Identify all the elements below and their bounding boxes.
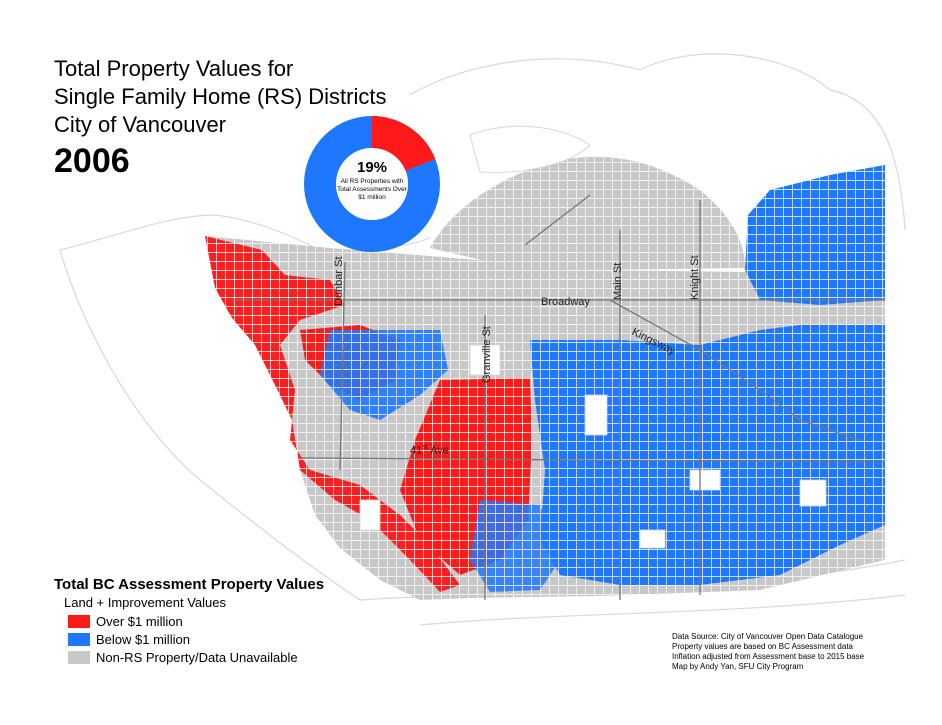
- road-label-41st-ave: 41st Ave: [410, 444, 449, 457]
- road-label-broadway: Broadway: [541, 296, 590, 308]
- road-label-dunbar: Dunbar St: [333, 256, 345, 306]
- map-title-line-2: Single Family Home (RS) Districts: [54, 84, 387, 109]
- legend-swatch-nonrs: [68, 650, 90, 664]
- map-year: 2006: [54, 142, 130, 180]
- legend-swatch-over: [68, 614, 90, 628]
- ave41-superscript: st: [422, 444, 428, 451]
- road-label-granville: Granville St: [481, 326, 493, 383]
- legend-item-below: Below $1 million: [68, 630, 324, 648]
- ave41-number: 41: [410, 444, 423, 457]
- map-legend: Total BC Assessment Property Values Land…: [54, 576, 324, 666]
- map-title-line-3: City of Vancouver: [54, 112, 227, 137]
- legend-label-over: Over $1 million: [96, 613, 183, 629]
- donut-hole: [336, 148, 408, 220]
- below-1m-northeast: [745, 165, 885, 305]
- donut-percent: 19%: [356, 159, 388, 176]
- legend-label-below: Below $1 million: [96, 631, 190, 647]
- downtown-area: [430, 156, 745, 270]
- legend-subtitle: Land + Improvement Values: [64, 595, 226, 610]
- legend-label-nonrs: Non-RS Property/Data Unavailable: [96, 649, 298, 665]
- over-1m-west: [205, 236, 460, 592]
- legend-swatch-below: [68, 632, 90, 646]
- park-area: [469, 125, 591, 173]
- source-line-3: Inflation adjusted from Assessment base …: [672, 652, 865, 661]
- road-label-knight: Knight St: [689, 255, 701, 300]
- legend-item-nonrs: Non-RS Property/Data Unavailable: [68, 648, 324, 666]
- park-patches: [359, 344, 827, 549]
- source-line-2: Property values are based on BC Assessme…: [672, 642, 853, 651]
- ave41-suffix: Ave: [427, 444, 449, 457]
- donut-chart: [304, 116, 440, 252]
- source-line-4: Map by Andy Yan, SFU City Program: [672, 662, 804, 671]
- donut-over-arc: [304, 116, 440, 252]
- below-1m-east: [530, 325, 885, 585]
- map-title-line-1: Total Property Values for: [54, 56, 294, 81]
- donut-label: 19% All RS Properties with Total Assessm…: [334, 160, 410, 202]
- data-source-note: Data Source: City of Vancouver Open Data…: [672, 632, 864, 672]
- road-label-main: Main St: [612, 262, 624, 300]
- below-1m-south: [470, 500, 560, 592]
- source-line-1: Data Source: City of Vancouver Open Data…: [672, 632, 864, 641]
- legend-title: Total BC Assessment Property Values: [54, 576, 325, 593]
- legend-item-over: Over $1 million: [68, 612, 324, 630]
- below-1m-west-mixed: [320, 330, 448, 420]
- major-roads: [232, 194, 886, 600]
- donut-caption: All RS Properties with Total Assessments…: [337, 178, 407, 201]
